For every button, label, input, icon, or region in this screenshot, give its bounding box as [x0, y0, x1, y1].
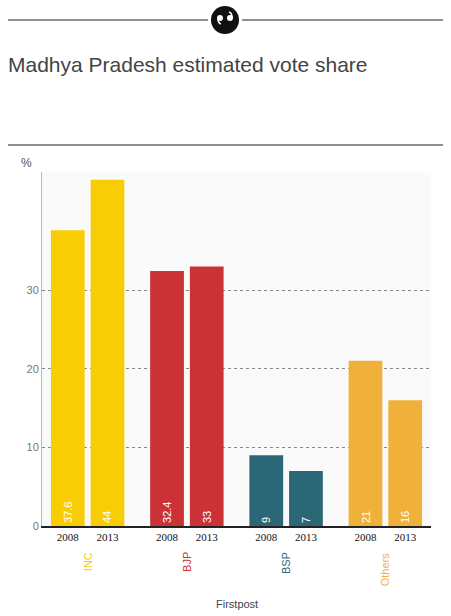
svg-text:BSP: BSP: [280, 552, 292, 574]
svg-text:BJP: BJP: [181, 552, 193, 572]
svg-text:2008: 2008: [355, 531, 378, 543]
svg-text:Firstpost: Firstpost: [216, 598, 258, 610]
svg-text:Others: Others: [379, 553, 391, 587]
svg-text:2013: 2013: [394, 531, 417, 543]
svg-text:9: 9: [260, 517, 272, 523]
svg-text:37.6: 37.6: [62, 502, 74, 523]
svg-text:33: 33: [201, 511, 213, 523]
svg-text:2013: 2013: [295, 531, 318, 543]
svg-text:30: 30: [27, 284, 39, 296]
svg-text:%: %: [21, 156, 32, 170]
svg-text:21: 21: [360, 511, 372, 523]
svg-text:2008: 2008: [57, 531, 80, 543]
svg-text:INC: INC: [82, 552, 94, 571]
svg-text:16: 16: [399, 511, 411, 523]
svg-text:2008: 2008: [156, 531, 179, 543]
svg-text:2013: 2013: [196, 531, 219, 543]
svg-text:32.4: 32.4: [161, 502, 173, 523]
svg-text:0: 0: [33, 520, 39, 532]
svg-text:10: 10: [27, 441, 39, 453]
svg-text:7: 7: [300, 517, 312, 523]
svg-text:2008: 2008: [255, 531, 278, 543]
svg-text:2013: 2013: [96, 531, 119, 543]
svg-text:20: 20: [27, 363, 39, 375]
html-text:Madhya Pradesh estimated vote: Madhya Pradesh estimated vote share: [8, 53, 368, 76]
svg-text:44: 44: [101, 511, 113, 523]
